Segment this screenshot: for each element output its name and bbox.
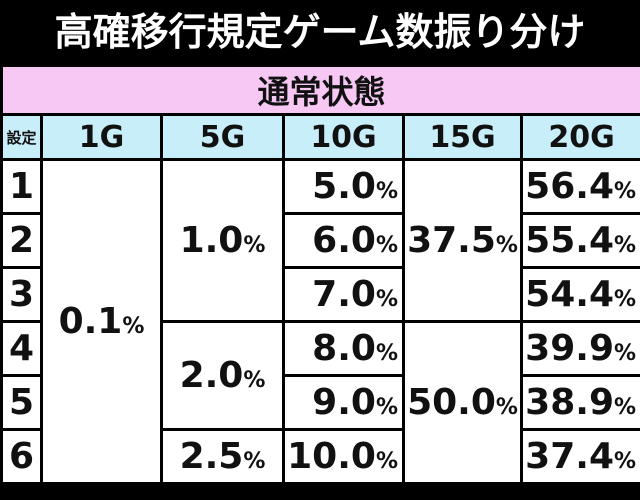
setting: 1	[0, 158, 43, 215]
cell-unit: %	[243, 368, 266, 393]
cell: 8.0%	[282, 320, 405, 377]
cell: 7.0%	[282, 266, 405, 323]
cell-unit: %	[375, 287, 398, 312]
cell-number: 54.4	[525, 274, 614, 315]
cell: 1.0%	[160, 158, 285, 323]
cell-number: 6.0	[312, 220, 376, 261]
cell: 50.0%	[402, 320, 523, 485]
cell-unit: %	[614, 179, 637, 204]
cell-number: 2.0	[179, 355, 244, 396]
setting: 2	[0, 212, 43, 269]
cell: 10.0%	[282, 428, 405, 485]
cell-unit: %	[375, 449, 398, 474]
cell: 56.4%	[519, 158, 640, 215]
cell-number: 2.5	[179, 436, 244, 477]
cell-number: 9.0	[312, 382, 376, 423]
setting: 6	[0, 428, 43, 485]
cell: 54.4%	[519, 266, 640, 323]
cell-number: 8.0	[312, 328, 376, 369]
cell-unit: %	[614, 287, 637, 312]
cell-number: 5.0	[312, 166, 376, 207]
cell: 37.4%	[519, 428, 640, 485]
header-cell: 15G	[402, 113, 523, 161]
cell: 55.4%	[519, 212, 640, 269]
header-cell: 1G	[40, 113, 163, 161]
cell-number: 56.4	[525, 166, 614, 207]
cell-unit: %	[375, 179, 398, 204]
cell: 5.0%	[282, 158, 405, 215]
cell-number: 0.1	[58, 301, 123, 342]
cell-unit: %	[495, 395, 518, 420]
cell: 0.1%	[40, 158, 163, 485]
cell-number: 50.0	[407, 382, 496, 423]
setting: 4	[0, 320, 43, 377]
header-cell: 5G	[160, 113, 285, 161]
cell-unit: %	[243, 233, 266, 258]
section-title: 通常状態	[0, 64, 640, 116]
cell: 6.0%	[282, 212, 405, 269]
cell: 39.9%	[519, 320, 640, 377]
cell-unit: %	[495, 233, 518, 258]
cell-number: 37.4	[525, 436, 614, 477]
header-cell: 10G	[282, 113, 405, 161]
cell: 9.0%	[282, 374, 405, 431]
cell: 2.0%	[160, 320, 285, 431]
cell-unit: %	[122, 314, 145, 339]
cell-unit: %	[375, 233, 398, 258]
cell-number: 55.4	[525, 220, 614, 261]
cell-unit: %	[614, 395, 637, 420]
cell-number: 37.5	[407, 220, 496, 261]
cell-number: 7.0	[312, 274, 376, 315]
cell-unit: %	[243, 449, 266, 474]
cell: 38.9%	[519, 374, 640, 431]
setting: 3	[0, 266, 43, 323]
cell-unit: %	[614, 233, 637, 258]
title: 高確移行規定ゲーム数振り分け	[0, 0, 640, 64]
table: 通常状態 設定 1G 5G 10G 15G 20G 1 0.1% 1.0% 5.…	[0, 64, 640, 485]
setting: 5	[0, 374, 43, 431]
cell-unit: %	[614, 449, 637, 474]
cell-unit: %	[375, 341, 398, 366]
cell-unit: %	[614, 341, 637, 366]
header-cell: 20G	[519, 113, 640, 161]
cell-number: 1.0	[179, 220, 244, 261]
cell-number: 38.9	[525, 382, 614, 423]
cell-unit: %	[375, 395, 398, 420]
cell: 2.5%	[160, 428, 285, 485]
header-cell: 設定	[0, 113, 43, 161]
cell-number: 39.9	[525, 328, 614, 369]
cell: 37.5%	[402, 158, 523, 323]
cell-number: 10.0	[287, 436, 376, 477]
